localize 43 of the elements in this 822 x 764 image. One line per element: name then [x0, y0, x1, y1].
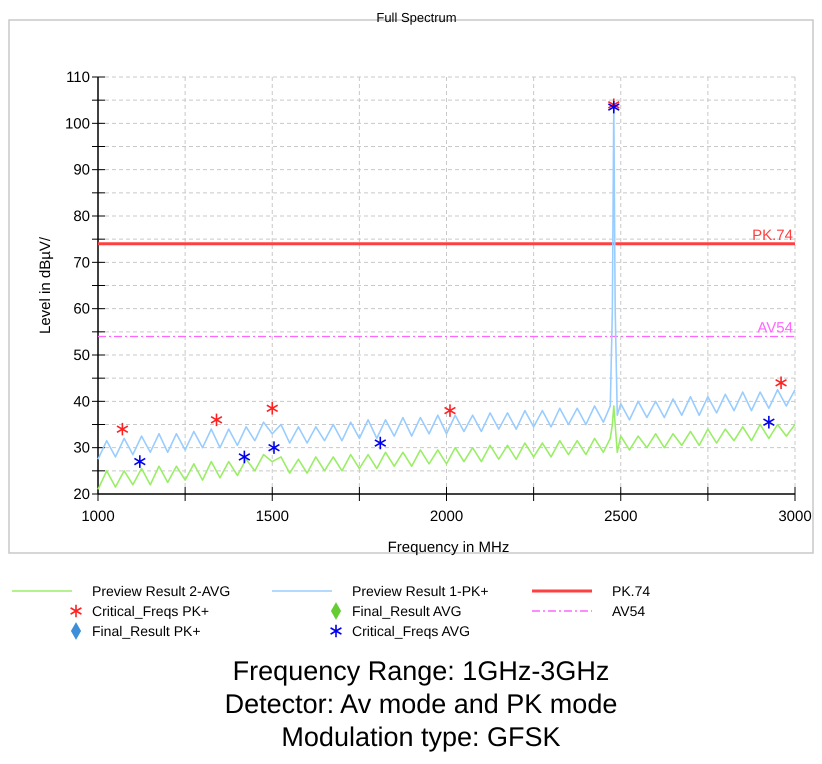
point: [608, 100, 620, 114]
text: AV54: [612, 603, 646, 619]
point: [210, 412, 223, 427]
point: [444, 404, 456, 418]
x-tick-label: 1000: [81, 508, 115, 525]
legend-label: Preview Result 1-PK+: [352, 583, 489, 599]
ref-line-label: PK.74: [752, 226, 793, 244]
legend-label: Preview Result 2-AVG: [92, 583, 230, 599]
point: [774, 376, 788, 390]
y-tick-label: 60: [73, 300, 90, 318]
x-axis-title: Frequency in MHz: [388, 539, 510, 556]
point: [268, 440, 280, 455]
text: Frequency Range: 1GHz-3GHz: [232, 656, 610, 686]
ref-line-label: AV54: [757, 319, 793, 336]
y-tick-label: 70: [73, 254, 90, 272]
point: [374, 436, 386, 450]
legend-label: Final_Result AVG: [352, 603, 462, 619]
point: [762, 415, 776, 430]
legend-label: Critical_Freqs AVG: [352, 623, 470, 639]
point: [116, 422, 129, 436]
legend-label: Critical_Freqs PK+: [92, 603, 210, 619]
x-tick-label: 3000: [778, 508, 812, 525]
x-tick-label: 2000: [430, 508, 464, 525]
y-axis-title: Level in dBµV/: [37, 236, 54, 334]
y-tick-label: 110: [66, 69, 90, 86]
text: Modulation type: GFSK: [281, 722, 561, 752]
y-tick-label: 80: [73, 208, 90, 225]
y-tick-label: 20: [73, 486, 90, 503]
x-tick-label: 2500: [604, 508, 638, 525]
chart-title: Full Spectrum: [376, 10, 457, 25]
y-tick-label: 40: [73, 393, 90, 410]
point: [238, 450, 251, 464]
y-tick-label: 30: [73, 440, 90, 457]
point: [134, 454, 146, 469]
y-tick-label: 90: [73, 162, 90, 179]
legend-label: Final_Result PK+: [92, 623, 201, 639]
line-series: [97, 405, 796, 490]
y-tick-label: 100: [64, 115, 90, 132]
x-tick-label: 1500: [256, 508, 289, 525]
y-tick-label: 50: [73, 347, 90, 364]
point: [266, 401, 278, 416]
text: Detector: Av mode and PK mode: [224, 689, 618, 719]
text: PK.74: [612, 583, 650, 599]
